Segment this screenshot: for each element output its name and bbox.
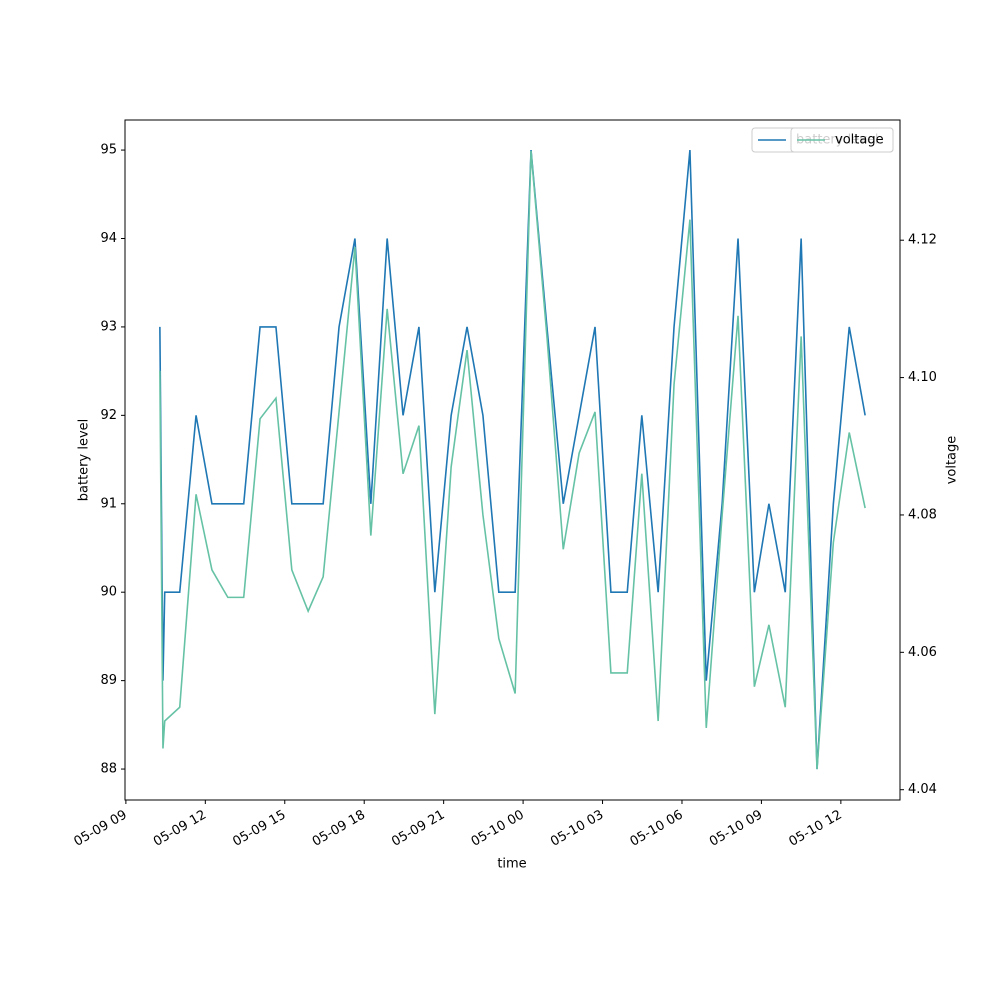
y-tick-label: 94: [100, 231, 117, 246]
x-tick-label: 05-10 00: [469, 808, 527, 850]
line-series: [159, 149, 866, 770]
y-tick-label: 91: [100, 496, 117, 511]
y-tick-label: 90: [100, 585, 117, 600]
x-tick-label: 05-10 06: [628, 808, 686, 850]
x-tick-label: 05-09 21: [389, 808, 447, 850]
x-tick-label: 05-09 15: [230, 808, 288, 850]
y2-tick-label: 4.10: [908, 370, 937, 385]
x-tick-label: 05-10 12: [786, 808, 844, 850]
y2-axis-label: voltage: [945, 436, 960, 485]
y-tick-label: 88: [100, 762, 117, 777]
y-tick-label: 95: [100, 143, 117, 158]
y-tick-label: 93: [100, 319, 117, 334]
y-tick-label: 89: [100, 673, 117, 688]
line-series: [159, 150, 866, 770]
x-tick-label: 05-10 09: [707, 808, 765, 850]
x-tick-label: 05-09 18: [310, 808, 368, 850]
y2-tick-label: 4.04: [908, 782, 937, 797]
y-tick-label: 92: [100, 408, 117, 423]
y2-tick-label: 4.08: [908, 507, 937, 522]
y2-tick-label: 4.12: [908, 233, 937, 248]
x-tick-label: 05-09 09: [72, 808, 130, 850]
x-axis-label: time: [497, 857, 526, 872]
x-tick-label: 05-10 03: [548, 808, 606, 850]
legend-box: [790, 127, 894, 153]
x-tick-label: 05-09 12: [151, 808, 209, 850]
y-axis-label: battery level: [77, 419, 92, 502]
legend-label: voltage: [835, 133, 884, 148]
y2-tick-label: 4.06: [908, 645, 937, 660]
plot-frame: [124, 119, 901, 801]
